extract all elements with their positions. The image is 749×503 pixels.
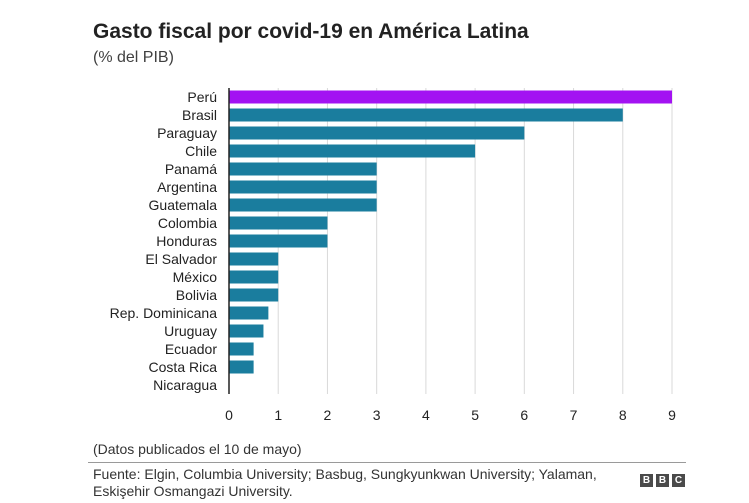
- x-tick-label: 7: [570, 407, 578, 423]
- bars: [229, 90, 672, 374]
- bar-2: [229, 126, 525, 140]
- bar-0: [229, 90, 672, 104]
- category-label: Colombia: [158, 215, 217, 231]
- category-labels: Perú Brasil Paraguay Chile Panamá Argentina Gu…: [110, 89, 218, 393]
- x-tick-label: 8: [619, 407, 627, 423]
- bar-14: [229, 342, 254, 356]
- bar-15: [229, 360, 254, 374]
- category-label: Argentina: [157, 179, 217, 195]
- category-label: Paraguay: [157, 125, 217, 141]
- x-tick-label: 4: [422, 407, 430, 423]
- category-label: Ecuador: [165, 341, 217, 357]
- category-label: Brasil: [182, 107, 217, 123]
- data-note: (Datos publicados el 10 de mayo): [93, 441, 302, 457]
- x-tick-label: 6: [520, 407, 528, 423]
- bar-10: [229, 270, 279, 284]
- category-label: México: [173, 269, 218, 285]
- bbc-logo-block: B: [656, 474, 669, 487]
- chart-title: Gasto fiscal por covid-19 en América Lat…: [93, 20, 529, 43]
- category-label: Chile: [185, 143, 217, 159]
- bar-7: [229, 216, 328, 230]
- category-label: Perú: [187, 89, 217, 105]
- category-label: Nicaragua: [153, 377, 217, 393]
- category-label: El Salvador: [145, 251, 217, 267]
- category-label: Guatemala: [149, 197, 218, 213]
- bar-3: [229, 144, 476, 158]
- x-tick-label: 3: [373, 407, 381, 423]
- bar-5: [229, 180, 377, 194]
- bar-13: [229, 324, 264, 338]
- bar-11: [229, 288, 279, 302]
- bbc-logo-block: B: [640, 474, 653, 487]
- x-tick-label: 2: [324, 407, 332, 423]
- bar-chart: Perú Brasil Paraguay Chile Panamá Argentina Gu…: [110, 88, 676, 423]
- x-tick-label: 0: [225, 407, 233, 423]
- bar-4: [229, 162, 377, 176]
- category-label: Panamá: [165, 161, 217, 177]
- x-tick-label: 5: [471, 407, 479, 423]
- chart-subtitle: (% del PIB): [93, 49, 174, 66]
- category-label: Honduras: [156, 233, 217, 249]
- footer-divider: [88, 462, 686, 463]
- category-label: Uruguay: [164, 323, 217, 339]
- bbc-logo-block: C: [672, 474, 685, 487]
- source-text: Fuente: Elgin, Columbia University; Basb…: [93, 466, 597, 499]
- category-label: Bolivia: [176, 287, 217, 303]
- x-tick-label: 1: [274, 407, 282, 423]
- bar-8: [229, 234, 328, 248]
- bar-1: [229, 108, 623, 122]
- category-label: Costa Rica: [149, 359, 218, 375]
- bar-9: [229, 252, 279, 266]
- x-tick-labels: 0 1 2 3 4 5 6 7 8 9: [225, 407, 676, 423]
- category-label: Rep. Dominicana: [110, 305, 218, 321]
- bar-12: [229, 306, 269, 320]
- bar-6: [229, 198, 377, 212]
- x-tick-label: 9: [668, 407, 676, 423]
